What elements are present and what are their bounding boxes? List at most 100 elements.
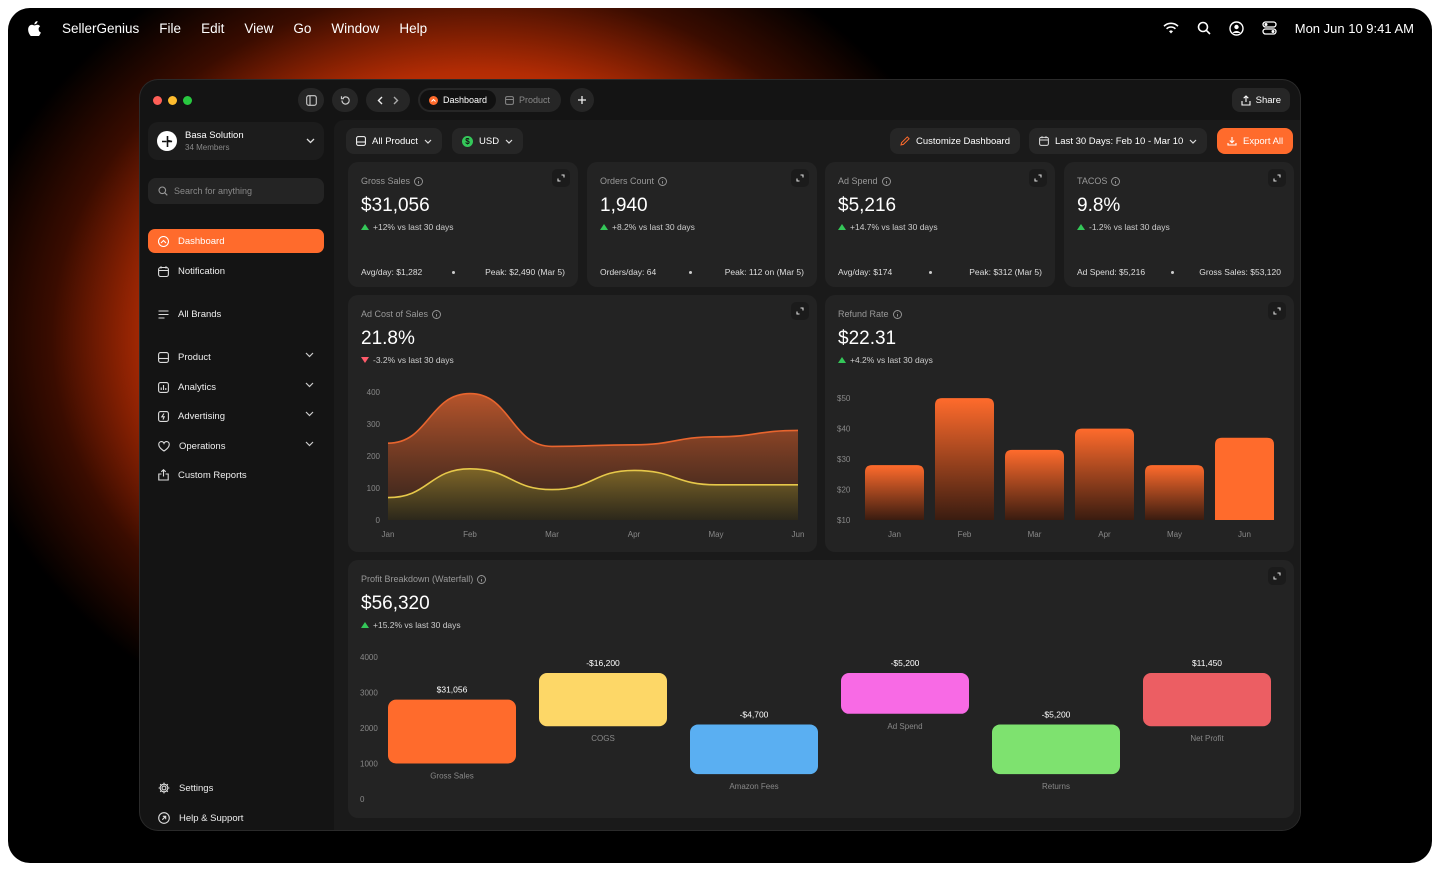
wifi-icon[interactable] <box>1163 22 1179 34</box>
expand-button[interactable] <box>1268 567 1286 585</box>
trend-up-icon <box>361 224 369 230</box>
chevron-down-icon <box>305 352 314 358</box>
x-tick-label: Jan <box>888 530 901 539</box>
user-account-icon[interactable] <box>1229 20 1244 36</box>
gear-icon <box>158 782 170 794</box>
search-input[interactable]: Search for anything <box>148 178 324 204</box>
history-nav <box>366 88 410 112</box>
info-icon[interactable] <box>432 309 441 319</box>
sidebar-item-all-brands[interactable]: All Brands <box>148 302 324 326</box>
kpi-change: +14.7% vs last 30 days <box>838 222 938 232</box>
menu-go[interactable]: Go <box>293 20 312 36</box>
info-icon[interactable] <box>414 176 423 186</box>
bar <box>1145 465 1204 520</box>
x-tick-label: Apr <box>1098 530 1111 539</box>
info-icon[interactable] <box>477 574 487 584</box>
y-tick-label: 3000 <box>360 689 378 698</box>
series-line-0 <box>387 392 799 448</box>
kpi-label: Gross Sales <box>361 176 423 186</box>
category-label: Net Profit <box>1190 734 1224 743</box>
expand-button[interactable] <box>1268 169 1286 187</box>
share-label: Share <box>1255 94 1281 106</box>
menu-edit[interactable]: Edit <box>201 20 225 36</box>
y-tick-label: 300 <box>367 420 381 429</box>
card-label: Refund Rate <box>838 309 902 319</box>
info-icon[interactable] <box>658 176 667 186</box>
spotlight-search-icon[interactable] <box>1197 21 1211 35</box>
bar <box>1005 449 1064 520</box>
expand-button[interactable] <box>791 302 809 320</box>
sidebar-item-label: Custom Reports <box>178 469 247 481</box>
menu-view[interactable]: View <box>244 20 274 36</box>
sidebar-item-custom-reports[interactable]: Custom Reports <box>148 463 324 487</box>
dashboard-tab-icon <box>429 95 438 105</box>
forward-arrow-icon[interactable] <box>393 96 399 105</box>
download-icon <box>1227 137 1237 146</box>
info-icon[interactable] <box>892 309 902 319</box>
x-tick-label: May <box>708 530 723 539</box>
workspace-switcher[interactable]: Basa Solution 34 Members <box>148 122 324 160</box>
tab-dashboard[interactable]: Dashboard <box>420 90 497 110</box>
sidebar-item-help[interactable]: Help & Support <box>148 806 324 830</box>
menu-file[interactable]: File <box>159 20 182 36</box>
expand-icon <box>1273 174 1281 182</box>
share-button[interactable]: Share <box>1231 88 1290 112</box>
series-line-1 <box>387 467 798 499</box>
menu-help[interactable]: Help <box>399 20 428 36</box>
dashboard-icon <box>158 235 169 247</box>
expand-button[interactable] <box>1029 169 1047 187</box>
sidebar-item-dashboard[interactable]: Dashboard <box>148 229 324 253</box>
data-label: $11,450 <box>1192 658 1222 668</box>
expand-button[interactable] <box>791 169 809 187</box>
sidebar-toggle-button[interactable] <box>298 88 324 112</box>
apple-icon[interactable] <box>28 20 42 36</box>
kpi-label: TACOS <box>1077 176 1121 186</box>
control-center-icon[interactable] <box>1262 21 1277 35</box>
customize-dashboard-button[interactable]: Customize Dashboard <box>890 128 1020 154</box>
card-label: Ad Cost of Sales <box>361 309 441 319</box>
sidebar-item-analytics[interactable]: Analytics <box>148 375 324 399</box>
category-label: Gross Sales <box>430 772 474 781</box>
y-tick-label: $20 <box>837 486 851 495</box>
close-window-button[interactable] <box>153 96 162 105</box>
kpi-avg: Ad Spend: $5,216 <box>1077 267 1146 277</box>
minimize-window-button[interactable] <box>168 96 177 105</box>
category-label: COGS <box>591 734 615 743</box>
kpi-peak: Gross Sales: $53,120 <box>1199 267 1281 277</box>
info-icon[interactable] <box>881 176 891 186</box>
waterfall-bar <box>690 724 818 775</box>
kpi-label-text: Orders Count <box>600 176 655 186</box>
new-tab-button[interactable] <box>570 88 594 112</box>
kpi-label-text: Gross Sales <box>361 176 411 186</box>
date-range-dropdown[interactable]: Last 30 Days: Feb 10 - Mar 10 <box>1029 128 1208 154</box>
waterfall-bar <box>1143 672 1271 727</box>
info-icon[interactable] <box>1111 176 1121 186</box>
waterfall-bar <box>388 699 516 764</box>
back-arrow-icon[interactable] <box>377 96 383 105</box>
separator-dot <box>452 270 456 274</box>
sidebar-item-notification[interactable]: Notification <box>148 259 324 283</box>
sidebar-item-operations[interactable]: Operations <box>148 434 324 458</box>
currency-dropdown[interactable]: $ USD <box>452 128 524 154</box>
refresh-button[interactable] <box>332 88 358 112</box>
expand-button[interactable] <box>1268 302 1286 320</box>
product-tab-icon <box>505 95 514 105</box>
kpi-footer: Ad Spend: $5,216 Gross Sales: $53,120 <box>1077 267 1281 277</box>
menu-app-name[interactable]: SellerGenius <box>62 20 140 36</box>
sidebar-item-advertising[interactable]: Advertising <box>148 404 324 428</box>
expand-button[interactable] <box>552 169 570 187</box>
tab-product[interactable]: Product <box>496 90 559 110</box>
x-tick-label: Mar <box>545 530 559 539</box>
search-placeholder: Search for anything <box>174 186 253 196</box>
menu-clock[interactable]: Mon Jun 10 9:41 AM <box>1294 20 1414 36</box>
zoom-window-button[interactable] <box>183 96 192 105</box>
sidebar-item-settings[interactable]: Settings <box>148 776 324 800</box>
category-label: Ad Spend <box>887 722 922 731</box>
bar <box>935 398 994 520</box>
card-label-text: Ad Cost of Sales <box>361 309 429 319</box>
menu-window[interactable]: Window <box>331 20 380 36</box>
product-filter-dropdown[interactable]: All Product <box>346 128 442 154</box>
export-all-button[interactable]: Export All <box>1217 128 1294 154</box>
sidebar-item-product[interactable]: Product <box>148 345 324 369</box>
acos-chart-card: Ad Cost of Sales 21.8% -3.2% vs last 30 … <box>348 295 817 552</box>
